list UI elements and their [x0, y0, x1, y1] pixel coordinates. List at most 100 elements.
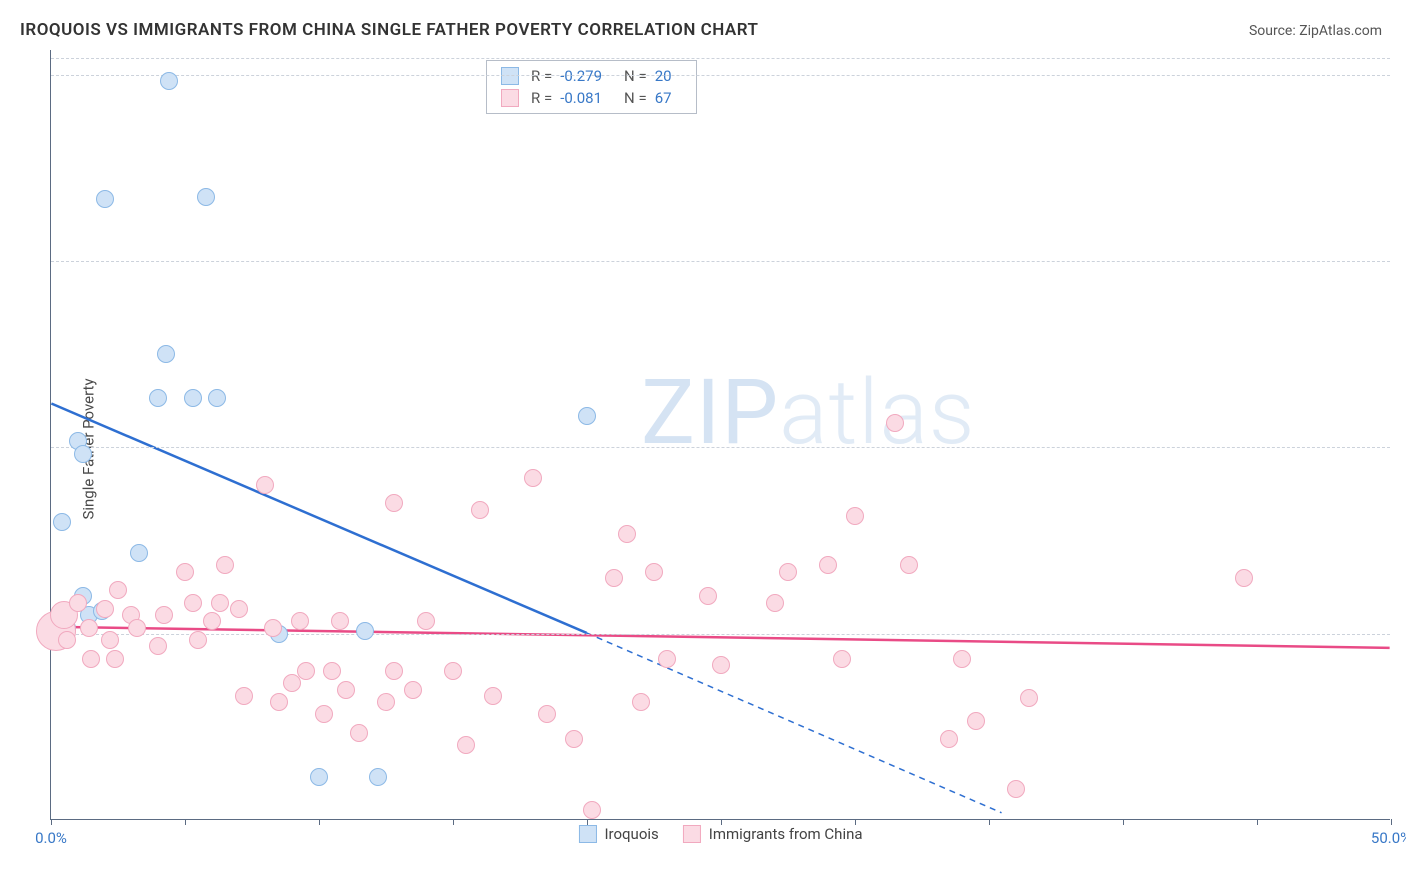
data-point-iroquois [578, 407, 596, 425]
source-label: Source: ZipAtlas.com [1249, 23, 1382, 39]
data-point-china [385, 662, 403, 680]
legend-item-iroquois: Iroquois [578, 825, 658, 843]
data-point-china [331, 612, 349, 630]
chart-title: IROQUOIS VS IMMIGRANTS FROM CHINA SINGLE… [20, 20, 758, 40]
x-tick-label: 50.0% [1371, 829, 1406, 847]
data-point-china [176, 563, 194, 581]
data-point-china [900, 556, 918, 574]
data-point-china [645, 563, 663, 581]
data-point-iroquois [130, 544, 148, 562]
series-legend: Iroquois Immigrants from China [578, 825, 862, 843]
data-point-china [203, 612, 221, 630]
data-point-china [270, 693, 288, 711]
data-point-china [953, 650, 971, 668]
legend-swatch-icon [501, 89, 519, 107]
y-tick-label: 45.0% [1396, 252, 1406, 270]
legend-item-china: Immigrants from China [683, 825, 863, 843]
data-point-china [404, 681, 422, 699]
data-point-china [101, 631, 119, 649]
data-point-china [315, 705, 333, 723]
x-tick [1257, 819, 1258, 825]
data-point-china [766, 594, 784, 612]
data-point-china [846, 507, 864, 525]
data-point-iroquois [184, 389, 202, 407]
legend-stat-row-iroquois: R =-0.279N =20 [487, 65, 696, 87]
data-point-china [256, 476, 274, 494]
data-point-china [82, 650, 100, 668]
legend-swatch-icon [501, 67, 519, 85]
data-point-china [417, 612, 435, 630]
data-point-china [819, 556, 837, 574]
data-point-china [565, 730, 583, 748]
data-point-iroquois [96, 190, 114, 208]
data-point-china [58, 631, 76, 649]
data-point-china [69, 594, 87, 612]
x-tick [721, 819, 722, 825]
x-tick [51, 819, 52, 825]
data-point-china [444, 662, 462, 680]
data-point-iroquois [197, 188, 215, 206]
y-tick-label: 30.0% [1396, 438, 1406, 456]
data-point-china [235, 687, 253, 705]
data-point-china [940, 730, 958, 748]
data-point-china [618, 525, 636, 543]
x-tick [1123, 819, 1124, 825]
data-point-china [155, 606, 173, 624]
x-tick [587, 819, 588, 825]
gridline [51, 447, 1390, 448]
data-point-china [833, 650, 851, 668]
data-point-china [658, 650, 676, 668]
data-point-china [184, 594, 202, 612]
data-point-china [264, 619, 282, 637]
data-point-iroquois [310, 768, 328, 786]
trend-lines [51, 50, 1390, 819]
data-point-iroquois [157, 345, 175, 363]
gridline [51, 58, 1390, 59]
data-point-iroquois [160, 72, 178, 90]
x-tick [855, 819, 856, 825]
data-point-china [109, 581, 127, 599]
data-point-china [297, 662, 315, 680]
x-tick [989, 819, 990, 825]
data-point-iroquois [356, 622, 374, 640]
gridline [51, 634, 1390, 635]
data-point-china [337, 681, 355, 699]
data-point-china [96, 600, 114, 618]
legend-stat-row-china: R =-0.081N =67 [487, 87, 696, 109]
legend-swatch-icon [683, 825, 701, 843]
correlation-legend: R =-0.279N =20R =-0.081N =67 [486, 60, 697, 114]
data-point-china [471, 501, 489, 519]
data-point-china [189, 631, 207, 649]
x-tick [453, 819, 454, 825]
data-point-china [216, 556, 234, 574]
data-point-iroquois [74, 445, 92, 463]
data-point-china [323, 662, 341, 680]
gridline [51, 75, 1390, 76]
data-point-china [886, 414, 904, 432]
data-point-china [291, 612, 309, 630]
data-point-china [106, 650, 124, 668]
legend-swatch-icon [578, 825, 596, 843]
data-point-china [605, 569, 623, 587]
data-point-china [457, 736, 475, 754]
data-point-iroquois [53, 513, 71, 531]
data-point-china [350, 724, 368, 742]
data-point-china [1235, 569, 1253, 587]
y-tick-label: 60.0% [1396, 66, 1406, 84]
data-point-china [149, 637, 167, 655]
plot-area: ZIPatlas R =-0.279N =20R =-0.081N =67 Ir… [50, 50, 1390, 820]
x-tick [185, 819, 186, 825]
y-tick-label: 15.0% [1396, 625, 1406, 643]
data-point-china [967, 712, 985, 730]
x-tick [319, 819, 320, 825]
data-point-iroquois [208, 389, 226, 407]
data-point-china [377, 693, 395, 711]
data-point-china [699, 587, 717, 605]
watermark: ZIPatlas [641, 360, 975, 465]
data-point-china [385, 494, 403, 512]
data-point-china [230, 600, 248, 618]
x-tick-label: 0.0% [35, 829, 67, 847]
data-point-china [211, 594, 229, 612]
data-point-china [538, 705, 556, 723]
data-point-iroquois [149, 389, 167, 407]
